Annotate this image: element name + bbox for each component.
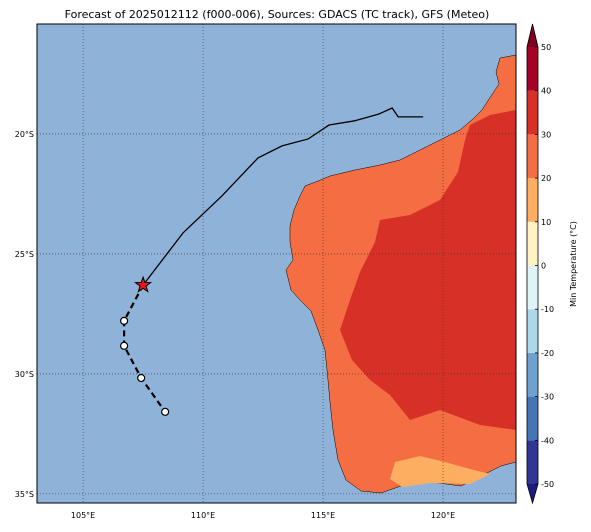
colorbar-tick-label: -30 [541, 393, 554, 402]
colorbar-tick-label: 30 [541, 130, 551, 139]
lon-tick-label: 110°E [191, 511, 215, 520]
colorbar-tick-label: 0 [541, 262, 546, 271]
lat-tick-label: 30°S [15, 370, 34, 379]
colorbar-band [527, 396, 538, 441]
cyclone-track [120, 107, 424, 416]
forecast-position [120, 316, 129, 325]
colorbar-band [527, 265, 538, 310]
lat-tick-label: 25°S [15, 250, 34, 259]
colorbar-tick-label: -10 [541, 305, 554, 314]
colorbar-tick-label: 10 [541, 218, 551, 227]
colorbar: 50 40 30 20 10 0 -10 -20 -30 -40 -50 [526, 23, 554, 505]
colorbar-over [527, 24, 538, 47]
colorbar-band [527, 440, 538, 484]
colorbar-tick-label: 20 [541, 174, 551, 183]
colorbar-band [527, 352, 538, 397]
colorbar-tick-label: 40 [541, 87, 551, 96]
lon-tick-label: 115°E [311, 511, 335, 520]
lat-tick-label: 20°S [15, 130, 34, 139]
colorbar-band [527, 47, 538, 91]
lon-tick-label: 120°E [431, 511, 455, 520]
colorbar-label: Min Temperature (°C) [569, 221, 578, 307]
current-position [134, 275, 153, 293]
colorbar-under [527, 484, 538, 503]
forecast-position [137, 373, 146, 383]
colorbar-tick-label: 50 [541, 43, 551, 52]
axis-labels: 105°E 110°E 115°E 120°E 20°S 25°S 30°S 35°S [15, 130, 455, 520]
map-area [37, 24, 516, 503]
temperature-10-20 [390, 456, 490, 487]
colorbar-tick-label: -50 [541, 480, 554, 489]
forecast-position [120, 341, 129, 350]
colorbar-band [527, 134, 538, 179]
colorbar-tick-label: -40 [541, 436, 554, 445]
colorbar-band [527, 309, 538, 353]
title: Forecast of 2025012112 (f000-006), Sourc… [65, 8, 490, 21]
past-track [142, 107, 424, 286]
lon-tick-label: 105°E [71, 511, 95, 520]
colorbar-band [527, 221, 538, 266]
colorbar-tick-label: -20 [541, 349, 554, 358]
temperature-30-40 [340, 110, 516, 430]
colorbar-band [527, 90, 538, 135]
colorbar-band [527, 178, 538, 222]
map-frame [36, 23, 517, 504]
graticule [37, 24, 516, 503]
forecast-position [161, 407, 170, 416]
lat-tick-label: 35°S [15, 490, 34, 499]
